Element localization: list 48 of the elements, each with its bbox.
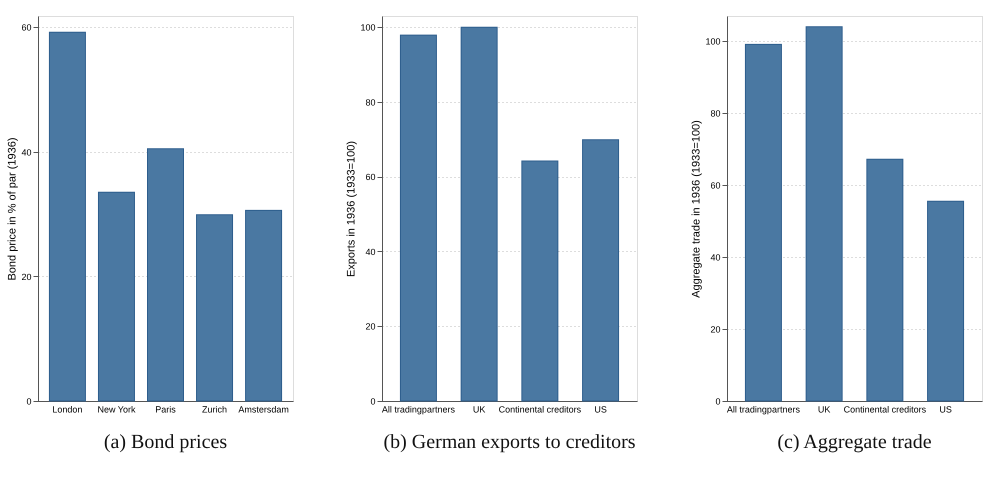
x-tick-label: Amstersdam	[238, 404, 289, 414]
y-tick-label: 60	[21, 22, 32, 33]
y-tick-label: 0	[370, 396, 376, 406]
x-tick-label: UK	[472, 404, 486, 414]
x-tick-label: US	[939, 404, 952, 414]
y-tick-label: 40	[365, 246, 376, 257]
bar	[521, 160, 558, 402]
bar	[98, 192, 135, 402]
bar	[196, 214, 234, 402]
bar	[744, 44, 782, 402]
y-tick-label: 20	[365, 322, 376, 332]
x-tick-label: US	[594, 404, 607, 414]
y-tick-label: 60	[365, 172, 376, 182]
y-axis-title: Aggregate trade in 1936 (1933=100)	[690, 120, 702, 298]
x-tick-label: All tradingpartners	[382, 404, 456, 414]
y-tick-label: 40	[710, 252, 720, 263]
bar	[147, 148, 184, 402]
y-tick-label: 20	[710, 324, 720, 335]
x-tick-label: Paris	[155, 404, 176, 414]
text: (c) Aggregate trade	[777, 431, 932, 453]
bar	[245, 210, 282, 402]
y-axis-title: Bond price in % of par (1936)	[6, 137, 18, 281]
y-tick-label: 20	[21, 272, 32, 282]
bar	[460, 26, 498, 402]
x-tick-label: London	[52, 404, 82, 414]
text: (b) German exports to creditors	[383, 431, 636, 453]
bar	[48, 32, 86, 402]
bar	[927, 200, 964, 402]
bar	[400, 34, 437, 402]
y-tick-label: 60	[710, 180, 720, 191]
text: (a) Bond prices	[104, 431, 228, 453]
y-tick-label: 100	[360, 22, 376, 33]
y-tick-label: 0	[715, 396, 720, 406]
bar	[582, 139, 620, 402]
y-tick-label: 100	[705, 36, 720, 47]
x-tick-label: Continental creditors	[498, 404, 582, 414]
x-tick-label: New York	[97, 404, 136, 414]
y-tick-label: 40	[21, 147, 32, 158]
y-tick-label: 0	[26, 396, 32, 406]
bar	[866, 158, 904, 402]
y-tick-label: 80	[710, 108, 720, 119]
x-tick-label: Zurich	[202, 404, 228, 414]
bar	[806, 26, 843, 402]
y-axis-title: Exports in 1936 (1933=100)	[345, 140, 358, 278]
y-tick-label: 80	[365, 97, 376, 108]
x-tick-label: UK	[818, 404, 830, 414]
x-tick-label: Continental creditors	[844, 404, 927, 414]
x-tick-label: All tradingpartners	[726, 404, 800, 414]
